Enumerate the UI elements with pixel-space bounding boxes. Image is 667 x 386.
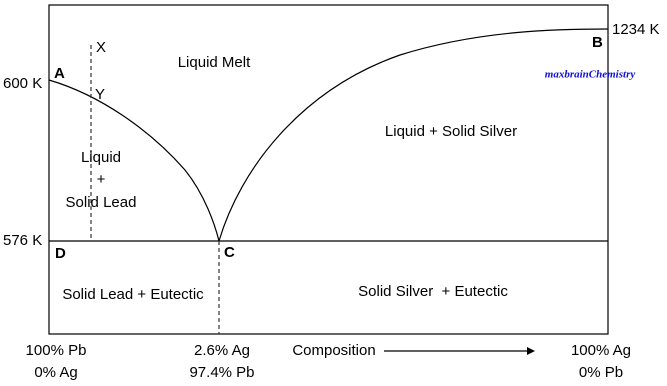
composition-label: 100% Pb <box>26 342 87 359</box>
liquidus-lead <box>48 79 220 242</box>
temp-label: 576 K <box>3 232 42 249</box>
region-label: + <box>97 171 106 188</box>
point-label: C <box>224 244 235 261</box>
liquidus-silver <box>218 28 609 242</box>
composition-label: 0% Ag <box>34 364 77 381</box>
composition-label: 97.4% Pb <box>189 364 254 381</box>
region-label: Solid Lead + Eutectic <box>62 286 204 303</box>
region-label: Liquid + Solid Silver <box>385 123 517 140</box>
region-label: Liquid Melt <box>178 54 251 71</box>
temp-label: 600 K <box>3 75 42 92</box>
region-label: Solid Lead <box>66 194 137 211</box>
point-label: B <box>592 34 603 51</box>
point-label: D <box>55 245 66 262</box>
region-label: Solid Silver + Eutectic <box>358 283 508 300</box>
axis-label: Composition <box>292 342 375 359</box>
point-label: A <box>54 65 65 82</box>
point-label: X <box>96 39 106 56</box>
composition-label: 0% Pb <box>579 364 623 381</box>
point-label: Y <box>95 86 105 103</box>
composition-label: 2.6% Ag <box>194 342 250 359</box>
watermark: maxbrainChemistry <box>545 69 636 81</box>
temp-label: 1234 K <box>612 21 660 38</box>
arrow-head <box>527 347 535 355</box>
region-label: Liquid <box>81 149 121 166</box>
composition-label: 100% Ag <box>571 342 631 359</box>
diagram-frame <box>48 4 609 335</box>
